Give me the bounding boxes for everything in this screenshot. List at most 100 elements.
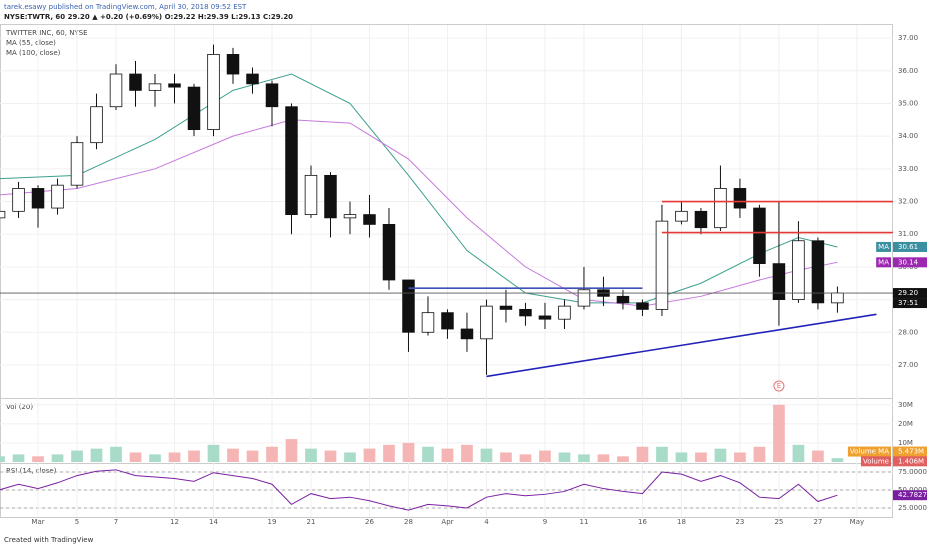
badge (876, 241, 891, 252)
badge (876, 257, 891, 268)
rsi-badge (893, 490, 927, 501)
volume-bar (441, 448, 454, 462)
x-tick-label: 21 (307, 518, 316, 526)
volume-bar (753, 446, 766, 462)
footer-text: Created with TradingView (4, 536, 94, 544)
candle-body (538, 315, 552, 320)
x-tick-label: 5 (75, 518, 79, 526)
candle-body (499, 305, 513, 310)
x-tick-label: Mar (31, 518, 44, 526)
volume-bar (285, 439, 298, 462)
volume-bar (558, 452, 571, 462)
y-tick-label: 10M (898, 439, 913, 447)
volume-bar (402, 442, 415, 462)
badge-value-bg (893, 446, 927, 457)
event-marker (773, 380, 785, 392)
candle-body (343, 214, 357, 219)
volume-bar (110, 446, 122, 462)
candle-body (324, 174, 337, 219)
candle-body (460, 328, 474, 340)
candle-body (733, 188, 747, 209)
volume-bar (32, 456, 44, 462)
author-line: tarek.esawy published on TradingView.com… (4, 3, 247, 11)
badge (860, 456, 891, 467)
y-tick-label: 75.0000 (898, 468, 927, 476)
y-tick-label: 34.00 (898, 132, 918, 140)
x-tick-label: 7 (114, 518, 118, 526)
candle-body (148, 83, 162, 91)
ma-line (0, 119, 838, 307)
x-tick-label: May (850, 518, 864, 526)
y-tick-label: 36.00 (898, 67, 918, 75)
volume-bar (246, 450, 259, 462)
x-tick-label: 12 (170, 518, 179, 526)
y-tick-label: 50.0000 (898, 486, 927, 494)
volume-bar (324, 450, 337, 462)
volume-bar (168, 452, 181, 462)
trend-line (486, 313, 877, 378)
y-tick-label: 32.00 (898, 198, 918, 206)
y-tick-label: 25.0000 (898, 504, 927, 512)
candle-body (382, 224, 396, 281)
candle-body (168, 83, 181, 88)
volume-bar (12, 454, 25, 462)
volume-bar (617, 456, 629, 462)
candle-body (675, 210, 688, 222)
volume-bar (597, 454, 610, 462)
candle-body (636, 302, 649, 310)
badge-value: 30.61 (898, 243, 918, 251)
volume-title: Vol (20) (6, 403, 33, 411)
candle-body (558, 305, 571, 320)
volume-bar (129, 452, 142, 462)
y-tick-label: 37.00 (898, 34, 918, 42)
volume-bar (149, 454, 161, 462)
y-tick-label: 20M (898, 420, 913, 428)
badge-value: 30.14 (898, 258, 919, 266)
volume-bar (305, 448, 317, 462)
volume-bar (383, 444, 395, 462)
badge-value-bg (893, 257, 927, 268)
badge-value-bg (893, 456, 927, 467)
volume-bar (0, 456, 5, 462)
volume-bar (207, 444, 220, 462)
legend-entry: MA (55, close) (6, 39, 56, 47)
x-tick-label: 27 (813, 518, 822, 526)
badge-label: Volume (863, 457, 889, 465)
badge-value: 1.406M (898, 457, 924, 465)
volume-bar (519, 454, 532, 462)
badge-label: MA (878, 243, 889, 251)
volume-bar (636, 446, 649, 462)
candle-body (616, 295, 630, 304)
x-tick-label: 4 (484, 518, 489, 526)
candle-body (265, 83, 279, 108)
volume-bar (578, 454, 590, 462)
volume-bar (461, 444, 473, 462)
volume-bar (266, 446, 278, 462)
badge (847, 446, 891, 457)
candle-body (753, 207, 766, 265)
y-tick-label: 33.00 (898, 165, 918, 173)
candle-body (207, 54, 220, 131)
candle-body (402, 279, 415, 333)
x-tick-label: 23 (735, 518, 744, 526)
candle-body (129, 73, 142, 91)
candle-body (694, 210, 708, 229)
volume-bar (734, 452, 746, 462)
event-label: E (777, 382, 781, 390)
candle-body (811, 240, 825, 304)
volume-bar (773, 404, 785, 462)
candle-body (577, 289, 591, 307)
candle-body (772, 263, 786, 300)
price-label: 29.20 (898, 289, 918, 297)
candle-body (12, 188, 25, 212)
x-tick-label: 28 (404, 518, 413, 526)
candle-body (0, 210, 6, 219)
volume-bar (90, 448, 103, 462)
candle-body (792, 240, 805, 300)
frame (0, 24, 893, 518)
candle-body (519, 308, 532, 317)
candle-body (441, 312, 454, 330)
volume-bar (188, 450, 200, 462)
volume-bar (71, 450, 83, 462)
